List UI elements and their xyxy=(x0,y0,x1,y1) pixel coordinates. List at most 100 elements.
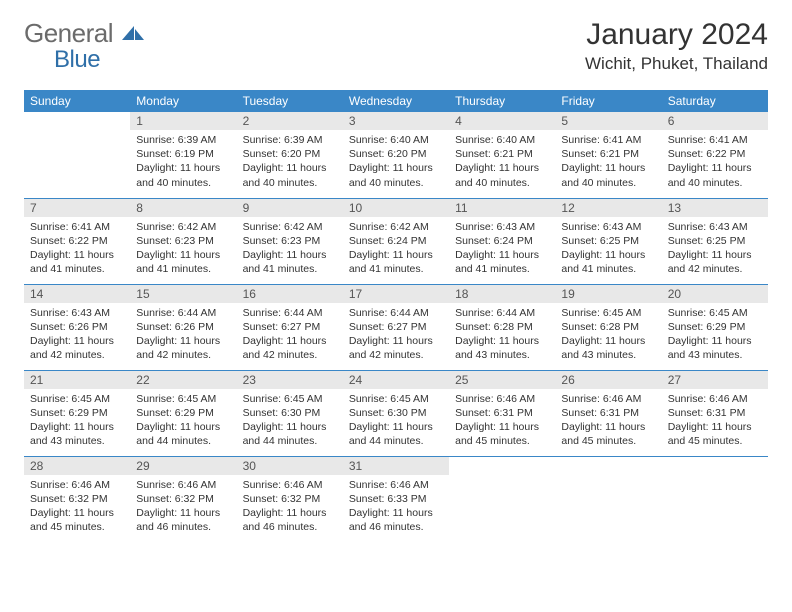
sunrise-line: Sunrise: 6:39 AM xyxy=(243,133,337,147)
day-header: Friday xyxy=(555,90,661,112)
day-details: Sunrise: 6:46 AMSunset: 6:33 PMDaylight:… xyxy=(343,475,449,541)
sunrise-line: Sunrise: 6:46 AM xyxy=(349,478,443,492)
calendar-cell: 23Sunrise: 6:45 AMSunset: 6:30 PMDayligh… xyxy=(237,370,343,456)
sunrise-line: Sunrise: 6:44 AM xyxy=(136,306,230,320)
calendar-cell: 18Sunrise: 6:44 AMSunset: 6:28 PMDayligh… xyxy=(449,284,555,370)
daylight-line: Daylight: 11 hours and 40 minutes. xyxy=(243,161,337,189)
calendar-cell: 3Sunrise: 6:40 AMSunset: 6:20 PMDaylight… xyxy=(343,112,449,198)
calendar-cell: 24Sunrise: 6:45 AMSunset: 6:30 PMDayligh… xyxy=(343,370,449,456)
calendar-cell: 20Sunrise: 6:45 AMSunset: 6:29 PMDayligh… xyxy=(662,284,768,370)
sunset-line: Sunset: 6:21 PM xyxy=(561,147,655,161)
calendar-cell: 27Sunrise: 6:46 AMSunset: 6:31 PMDayligh… xyxy=(662,370,768,456)
day-details: Sunrise: 6:44 AMSunset: 6:27 PMDaylight:… xyxy=(237,303,343,369)
sunset-line: Sunset: 6:29 PM xyxy=(136,406,230,420)
sunset-line: Sunset: 6:25 PM xyxy=(668,234,762,248)
calendar-cell: 17Sunrise: 6:44 AMSunset: 6:27 PMDayligh… xyxy=(343,284,449,370)
sunrise-line: Sunrise: 6:46 AM xyxy=(136,478,230,492)
daylight-line: Daylight: 11 hours and 43 minutes. xyxy=(561,334,655,362)
calendar-cell: 16Sunrise: 6:44 AMSunset: 6:27 PMDayligh… xyxy=(237,284,343,370)
sunset-line: Sunset: 6:26 PM xyxy=(30,320,124,334)
sunrise-line: Sunrise: 6:46 AM xyxy=(561,392,655,406)
sunset-line: Sunset: 6:20 PM xyxy=(349,147,443,161)
calendar-cell: 11Sunrise: 6:43 AMSunset: 6:24 PMDayligh… xyxy=(449,198,555,284)
day-number: 23 xyxy=(237,371,343,389)
daylight-line: Daylight: 11 hours and 42 minutes. xyxy=(349,334,443,362)
calendar-cell: 26Sunrise: 6:46 AMSunset: 6:31 PMDayligh… xyxy=(555,370,661,456)
daylight-line: Daylight: 11 hours and 40 minutes. xyxy=(668,161,762,189)
daylight-line: Daylight: 11 hours and 43 minutes. xyxy=(668,334,762,362)
day-details: Sunrise: 6:44 AMSunset: 6:26 PMDaylight:… xyxy=(130,303,236,369)
sunrise-line: Sunrise: 6:39 AM xyxy=(136,133,230,147)
sunset-line: Sunset: 6:19 PM xyxy=(136,147,230,161)
day-header: Monday xyxy=(130,90,236,112)
sunrise-line: Sunrise: 6:46 AM xyxy=(30,478,124,492)
sunset-line: Sunset: 6:21 PM xyxy=(455,147,549,161)
calendar-cell: 21Sunrise: 6:45 AMSunset: 6:29 PMDayligh… xyxy=(24,370,130,456)
calendar-cell: 2Sunrise: 6:39 AMSunset: 6:20 PMDaylight… xyxy=(237,112,343,198)
logo-word-gray: General xyxy=(24,18,113,48)
daylight-line: Daylight: 11 hours and 41 minutes. xyxy=(349,248,443,276)
sunset-line: Sunset: 6:31 PM xyxy=(561,406,655,420)
day-number: 8 xyxy=(130,199,236,217)
day-header-row: SundayMondayTuesdayWednesdayThursdayFrid… xyxy=(24,90,768,112)
day-details: Sunrise: 6:41 AMSunset: 6:22 PMDaylight:… xyxy=(662,130,768,196)
daylight-line: Daylight: 11 hours and 41 minutes. xyxy=(561,248,655,276)
sunset-line: Sunset: 6:28 PM xyxy=(455,320,549,334)
calendar-body: 1Sunrise: 6:39 AMSunset: 6:19 PMDaylight… xyxy=(24,112,768,542)
day-details: Sunrise: 6:39 AMSunset: 6:19 PMDaylight:… xyxy=(130,130,236,196)
sunrise-line: Sunrise: 6:40 AM xyxy=(349,133,443,147)
sunset-line: Sunset: 6:30 PM xyxy=(243,406,337,420)
title-block: January 2024 Wichit, Phuket, Thailand xyxy=(585,18,768,74)
day-details: Sunrise: 6:46 AMSunset: 6:32 PMDaylight:… xyxy=(237,475,343,541)
calendar-cell: 1Sunrise: 6:39 AMSunset: 6:19 PMDaylight… xyxy=(130,112,236,198)
day-details: Sunrise: 6:45 AMSunset: 6:29 PMDaylight:… xyxy=(24,389,130,455)
daylight-line: Daylight: 11 hours and 40 minutes. xyxy=(561,161,655,189)
day-details: Sunrise: 6:45 AMSunset: 6:30 PMDaylight:… xyxy=(237,389,343,455)
daylight-line: Daylight: 11 hours and 44 minutes. xyxy=(136,420,230,448)
daylight-line: Daylight: 11 hours and 42 minutes. xyxy=(30,334,124,362)
day-number: 13 xyxy=(662,199,768,217)
calendar-cell: 15Sunrise: 6:44 AMSunset: 6:26 PMDayligh… xyxy=(130,284,236,370)
day-details: Sunrise: 6:42 AMSunset: 6:23 PMDaylight:… xyxy=(237,217,343,283)
calendar-week: 1Sunrise: 6:39 AMSunset: 6:19 PMDaylight… xyxy=(24,112,768,198)
sunrise-line: Sunrise: 6:43 AM xyxy=(30,306,124,320)
day-number: 31 xyxy=(343,457,449,475)
daylight-line: Daylight: 11 hours and 46 minutes. xyxy=(243,506,337,534)
day-details: Sunrise: 6:46 AMSunset: 6:32 PMDaylight:… xyxy=(24,475,130,541)
sunset-line: Sunset: 6:32 PM xyxy=(30,492,124,506)
day-details: Sunrise: 6:44 AMSunset: 6:28 PMDaylight:… xyxy=(449,303,555,369)
sunset-line: Sunset: 6:26 PM xyxy=(136,320,230,334)
sunset-line: Sunset: 6:23 PM xyxy=(136,234,230,248)
sunset-line: Sunset: 6:27 PM xyxy=(349,320,443,334)
day-details: Sunrise: 6:41 AMSunset: 6:21 PMDaylight:… xyxy=(555,130,661,196)
day-number: 28 xyxy=(24,457,130,475)
day-details: Sunrise: 6:45 AMSunset: 6:28 PMDaylight:… xyxy=(555,303,661,369)
calendar-cell xyxy=(24,112,130,198)
sunrise-line: Sunrise: 6:44 AM xyxy=(349,306,443,320)
day-number: 25 xyxy=(449,371,555,389)
day-number: 10 xyxy=(343,199,449,217)
day-number: 30 xyxy=(237,457,343,475)
daylight-line: Daylight: 11 hours and 41 minutes. xyxy=(455,248,549,276)
sunrise-line: Sunrise: 6:41 AM xyxy=(30,220,124,234)
calendar-week: 21Sunrise: 6:45 AMSunset: 6:29 PMDayligh… xyxy=(24,370,768,456)
sunset-line: Sunset: 6:22 PM xyxy=(668,147,762,161)
day-number: 19 xyxy=(555,285,661,303)
day-number: 9 xyxy=(237,199,343,217)
calendar-cell: 7Sunrise: 6:41 AMSunset: 6:22 PMDaylight… xyxy=(24,198,130,284)
calendar-cell xyxy=(449,456,555,542)
day-number: 2 xyxy=(237,112,343,130)
calendar-cell: 30Sunrise: 6:46 AMSunset: 6:32 PMDayligh… xyxy=(237,456,343,542)
sunset-line: Sunset: 6:31 PM xyxy=(668,406,762,420)
day-number: 27 xyxy=(662,371,768,389)
sunrise-line: Sunrise: 6:46 AM xyxy=(455,392,549,406)
sunrise-line: Sunrise: 6:43 AM xyxy=(561,220,655,234)
calendar-cell: 22Sunrise: 6:45 AMSunset: 6:29 PMDayligh… xyxy=(130,370,236,456)
day-details: Sunrise: 6:46 AMSunset: 6:32 PMDaylight:… xyxy=(130,475,236,541)
sunset-line: Sunset: 6:32 PM xyxy=(136,492,230,506)
location-text: Wichit, Phuket, Thailand xyxy=(585,54,768,74)
sunrise-line: Sunrise: 6:46 AM xyxy=(668,392,762,406)
day-number: 4 xyxy=(449,112,555,130)
sunset-line: Sunset: 6:30 PM xyxy=(349,406,443,420)
day-number: 12 xyxy=(555,199,661,217)
